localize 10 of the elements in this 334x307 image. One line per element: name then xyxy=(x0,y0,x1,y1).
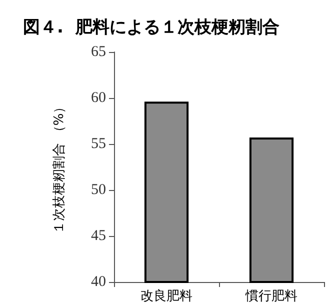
x-tick-label: 改良肥料 xyxy=(140,289,192,304)
y-tick-label: 50 xyxy=(91,182,106,198)
y-tick-label: 45 xyxy=(91,228,106,244)
x-tick-label: 慣行肥料 xyxy=(244,289,298,304)
y-tick-label: 55 xyxy=(91,136,106,152)
y-tick-label: 40 xyxy=(91,274,106,290)
y-tick-label: 65 xyxy=(91,44,106,60)
chart-title: 図４. 肥料による１次枝梗籾割合 xyxy=(23,18,280,38)
y-axis-title: １次枝梗籾割合 （%） xyxy=(52,100,67,234)
y-tick-label: 60 xyxy=(91,90,106,106)
